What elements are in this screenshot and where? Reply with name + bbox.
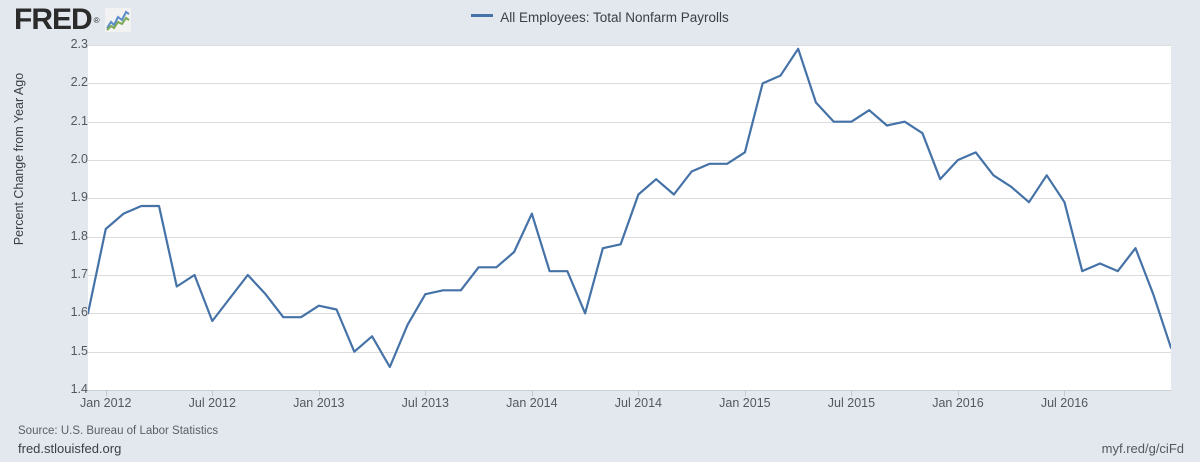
x-tick-label: Jul 2015: [827, 396, 876, 410]
y-tick-label: 1.5: [70, 343, 88, 358]
y-axis-label: Percent Change from Year Ago: [12, 72, 26, 246]
x-tick-mark: [105, 390, 107, 396]
x-tick-label: Jul 2012: [188, 396, 236, 410]
y-tick-label: 1.8: [70, 228, 88, 243]
x-tick-label: Jan 2016: [932, 396, 984, 410]
gridline: [88, 351, 1171, 353]
footer-source: Source: U.S. Bureau of Labor Statistics: [18, 425, 219, 437]
x-tick-mark: [744, 390, 746, 396]
fred-wordmark: FRED: [14, 3, 93, 36]
chart-legend: All Employees: Total Nonfarm Payrolls: [0, 9, 1200, 25]
x-tick-mark: [957, 390, 959, 396]
gridline: [88, 313, 1171, 315]
x-tick-mark: [212, 390, 214, 396]
x-tick-label: Jul 2014: [614, 396, 663, 410]
x-tick-mark: [531, 390, 533, 396]
x-tick-mark: [425, 390, 427, 396]
gridline: [88, 236, 1171, 238]
x-tick-label: Jan 2012: [80, 396, 132, 410]
y-tick-label: 1.6: [70, 305, 88, 320]
x-tick-mark: [318, 390, 320, 396]
x-tick-label: Jan 2014: [506, 396, 558, 410]
y-tick-label: 2.2: [70, 75, 88, 90]
registered-mark: ®: [93, 15, 100, 25]
x-tick-mark: [1064, 390, 1066, 396]
series-polyline: [88, 47, 1171, 369]
series-line-all-employees-total-nonfarm-payrolls: [88, 47, 1171, 369]
y-tick-label: 1.9: [70, 190, 88, 205]
gridline: [88, 275, 1171, 276]
x-axis-line: [88, 390, 1171, 391]
gridline: [88, 160, 1171, 161]
x-tick-mark: [638, 390, 640, 396]
x-tick-mark: [851, 390, 853, 396]
fred-chart-icon: [104, 8, 131, 32]
gridline: [88, 83, 1171, 85]
gridline: [88, 45, 1171, 46]
footer-short-url[interactable]: myf.red/g/ciFd: [1101, 441, 1184, 456]
plot-area: [88, 45, 1171, 391]
x-tick-label: Jul 2016: [1040, 396, 1089, 410]
legend-label: All Employees: Total Nonfarm Payrolls: [500, 9, 729, 25]
gridline: [88, 198, 1171, 200]
x-tick-label: Jan 2015: [719, 396, 771, 410]
x-tick-label: Jan 2013: [293, 396, 345, 410]
y-tick-label: 2.1: [70, 113, 88, 128]
y-tick-label: 1.7: [70, 267, 88, 281]
fred-logo[interactable]: FRED ®: [14, 5, 131, 35]
y-tick-label: 2.3: [70, 37, 88, 51]
y-tick-label: 1.4: [70, 382, 88, 396]
footer-site-url[interactable]: fred.stlouisfed.org: [18, 441, 122, 456]
header: FRED ® All Employees: Total Nonfarm Payro…: [0, 0, 1200, 40]
y-tick-label: 2.0: [70, 152, 88, 166]
gridline: [88, 121, 1171, 123]
legend-swatch: [471, 13, 494, 17]
x-tick-label: Jul 2013: [401, 396, 449, 410]
